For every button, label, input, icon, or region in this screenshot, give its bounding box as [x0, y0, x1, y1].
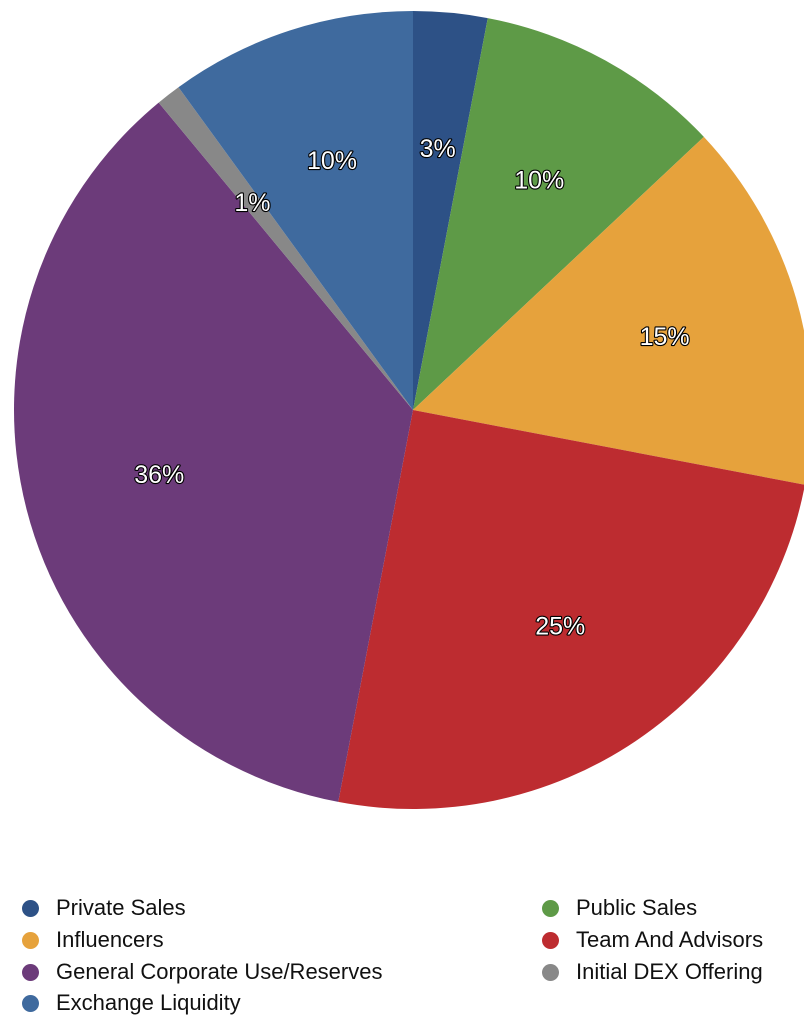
- legend-label: General Corporate Use/Reserves: [56, 959, 383, 984]
- legend-item-initial-dex-offering: Initial DEX Offering: [542, 957, 763, 987]
- legend-label: Influencers: [56, 927, 164, 952]
- legend-swatch-icon: [542, 899, 559, 917]
- slice-percent-label: 10%: [307, 147, 357, 175]
- slice-percent-label: 15%: [640, 323, 690, 351]
- legend-swatch-icon: [542, 963, 559, 981]
- legend-swatch-icon: [542, 931, 559, 949]
- slice-percent-label: 10%: [514, 166, 564, 194]
- legend-swatch-icon: [22, 931, 39, 949]
- legend-swatch-icon: [22, 963, 39, 981]
- pie-labels: 3% 10% 15% 25% 36% 1% 10%: [133, 134, 691, 642]
- pie-slice-influencers: [413, 136, 804, 485]
- pie-slice-exchange-liquidity: [178, 11, 413, 410]
- slice-percent-label: 36%: [134, 461, 184, 489]
- pie-slices: [13, 11, 804, 809]
- slice-percent-label: 1%: [234, 189, 270, 217]
- legend-swatch-icon: [22, 994, 39, 1012]
- legend-label: Public Sales: [576, 895, 698, 920]
- legend-label: Team And Advisors: [576, 927, 764, 952]
- pie-slice-public-sales: [413, 18, 704, 411]
- legend-label: Initial DEX Offering: [576, 959, 763, 984]
- pie-slice-general-corporate-use-reserves: [13, 102, 414, 802]
- pie-slice-private-sales: [413, 11, 488, 410]
- legend-swatch-icon: [22, 899, 39, 917]
- pie-slice-team-and-advisors: [338, 410, 804, 809]
- pie-slice-initial-dex-offering: [158, 87, 413, 411]
- legend-label: Exchange Liquidity: [56, 990, 241, 1015]
- legend-item-exchange-liquidity: Exchange Liquidity: [22, 988, 241, 1018]
- legend-item-private-sales: Private Sales: [22, 893, 186, 923]
- pie-chart: 3% 10% 15% 25% 36% 1% 10%: [13, 11, 804, 809]
- slice-percent-label: 25%: [535, 613, 585, 641]
- legend-item-influencers: Influencers: [22, 925, 164, 955]
- legend-label: Private Sales: [56, 895, 186, 920]
- legend-item-public-sales: Public Sales: [542, 893, 697, 923]
- legend-item-team-and-advisors: Team And Advisors: [542, 925, 763, 955]
- slice-percent-label: 3%: [420, 135, 456, 163]
- legend-item-general-corporate-use: General Corporate Use/Reserves: [22, 957, 382, 987]
